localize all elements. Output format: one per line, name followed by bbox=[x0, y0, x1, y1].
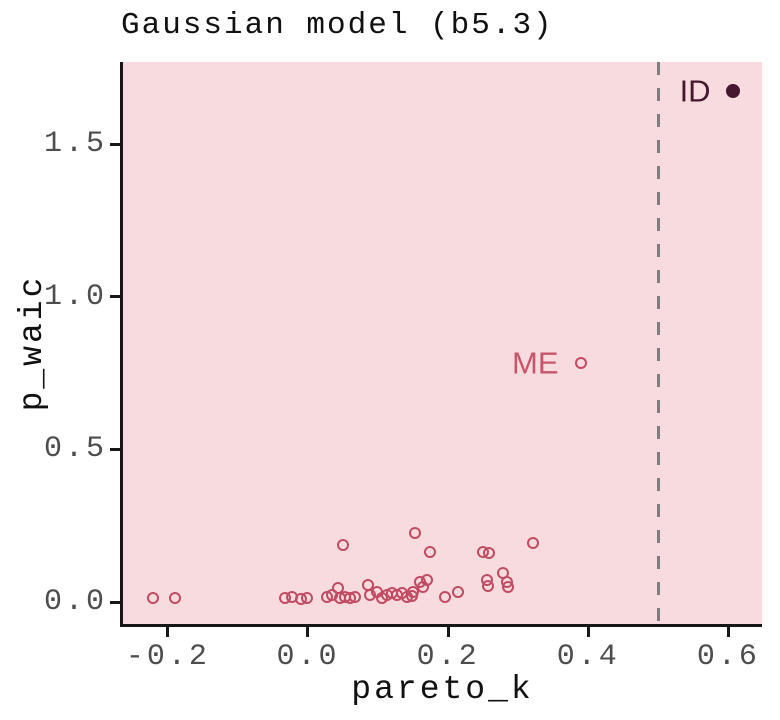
data-point-me bbox=[574, 357, 587, 370]
data-point bbox=[526, 537, 539, 550]
y-tick-mark bbox=[110, 142, 120, 146]
y-tick-label: 0.5 bbox=[43, 432, 107, 467]
y-tick-label: 1.0 bbox=[43, 279, 107, 314]
data-point bbox=[409, 527, 422, 540]
x-tick-label: 0.4 bbox=[556, 640, 620, 674]
data-point bbox=[407, 585, 420, 598]
pareto-k-threshold-dashed-line bbox=[656, 62, 660, 624]
data-point bbox=[423, 545, 436, 558]
data-point bbox=[483, 547, 496, 560]
x-tick-label: -0.2 bbox=[125, 640, 210, 674]
data-point bbox=[337, 538, 349, 551]
point-label-id: ID bbox=[679, 73, 711, 109]
plot-title: Gaussian model (b5.3) bbox=[121, 8, 554, 43]
y-tick-mark bbox=[110, 295, 120, 299]
data-point bbox=[451, 586, 464, 599]
x-tick-mark bbox=[726, 627, 730, 637]
data-point bbox=[502, 581, 515, 594]
x-tick-label: 0.2 bbox=[416, 640, 480, 674]
x-tick-label: 0.6 bbox=[696, 640, 760, 674]
data-point bbox=[301, 592, 314, 605]
data-point bbox=[147, 592, 160, 605]
data-point bbox=[439, 591, 452, 604]
x-axis-title: pareto_k bbox=[351, 671, 534, 708]
y-axis-title: p_waic bbox=[14, 274, 51, 412]
y-axis-line bbox=[120, 62, 123, 627]
y-tick-mark bbox=[110, 600, 120, 604]
data-point bbox=[421, 574, 434, 587]
x-tick-mark bbox=[306, 627, 310, 637]
x-axis-line bbox=[120, 624, 762, 627]
y-tick-mark bbox=[110, 447, 120, 451]
x-tick-mark bbox=[586, 627, 590, 637]
data-point bbox=[168, 592, 181, 605]
x-tick-mark bbox=[446, 627, 450, 637]
plot-panel bbox=[123, 62, 762, 624]
y-tick-label: 1.5 bbox=[43, 127, 107, 162]
y-tick-label: 0.0 bbox=[43, 585, 107, 620]
data-point-id bbox=[725, 84, 740, 99]
data-point bbox=[348, 591, 361, 604]
x-tick-mark bbox=[166, 627, 170, 637]
point-label-me: ME bbox=[512, 345, 559, 381]
data-point bbox=[482, 580, 495, 593]
x-tick-label: 0.0 bbox=[276, 640, 340, 674]
